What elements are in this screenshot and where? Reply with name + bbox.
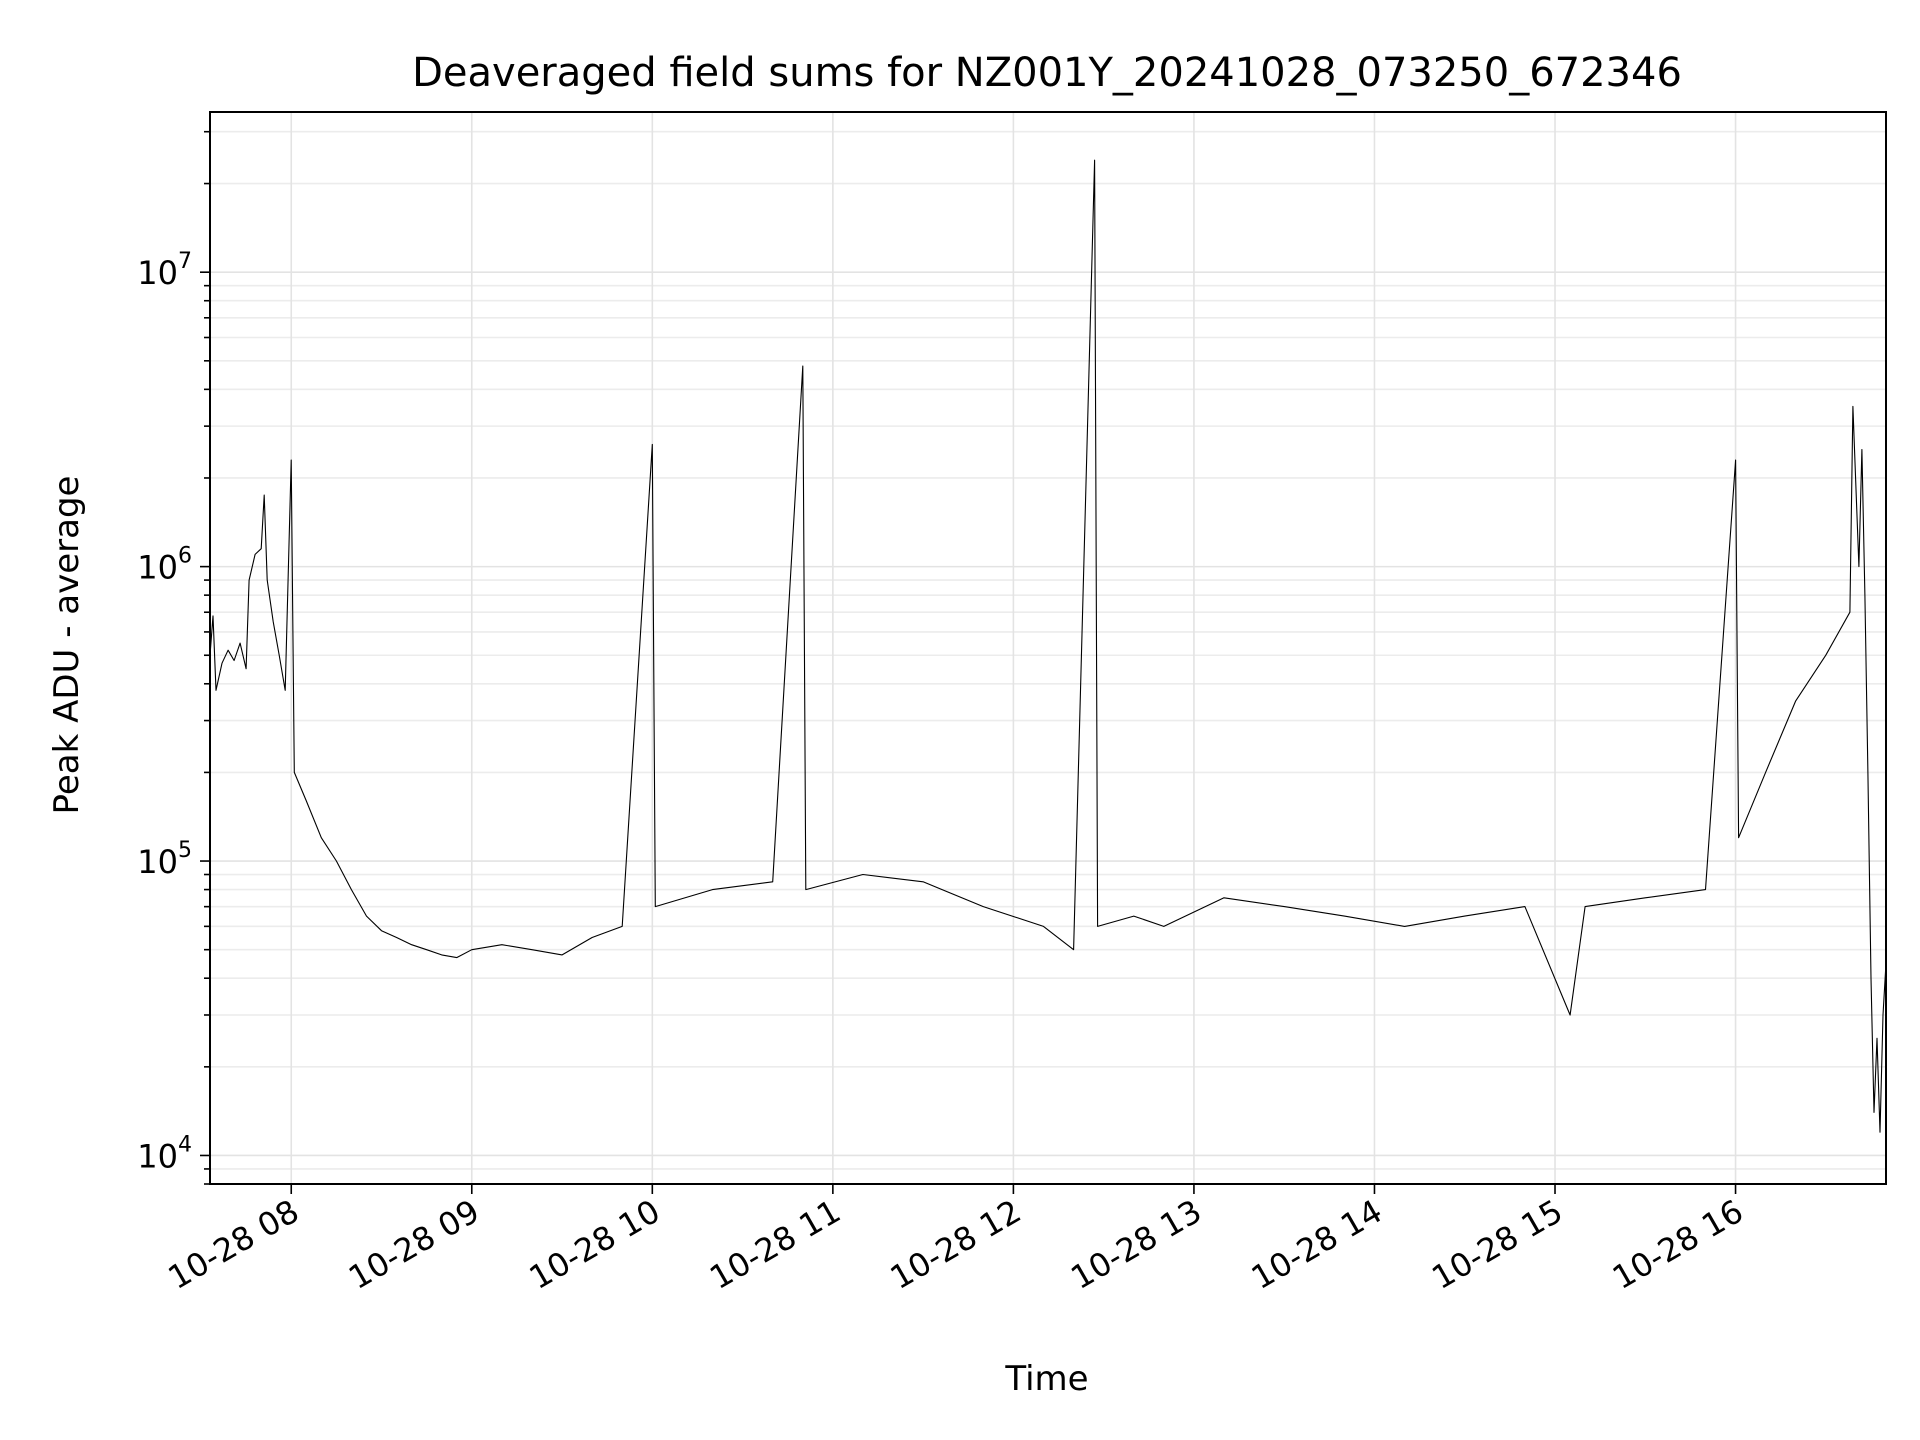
y-tick-label: 106 [137, 544, 192, 587]
x-axis-label: Time [1004, 1359, 1088, 1399]
y-tick-label: 104 [137, 1132, 192, 1175]
grid [210, 112, 1886, 1185]
plot-frame [209, 111, 1887, 1185]
y-tick-label: 105 [137, 838, 192, 881]
y-axis: 104 105 106 107 [137, 130, 210, 1185]
series-layer [209, 159, 1887, 1133]
y-axis-label: Peak ADU - average [47, 476, 87, 815]
y-tick-label: 107 [137, 249, 192, 292]
series-line [209, 159, 1887, 1133]
chart-title: Deaveraged field sums for NZ001Y_2024102… [412, 50, 1682, 96]
